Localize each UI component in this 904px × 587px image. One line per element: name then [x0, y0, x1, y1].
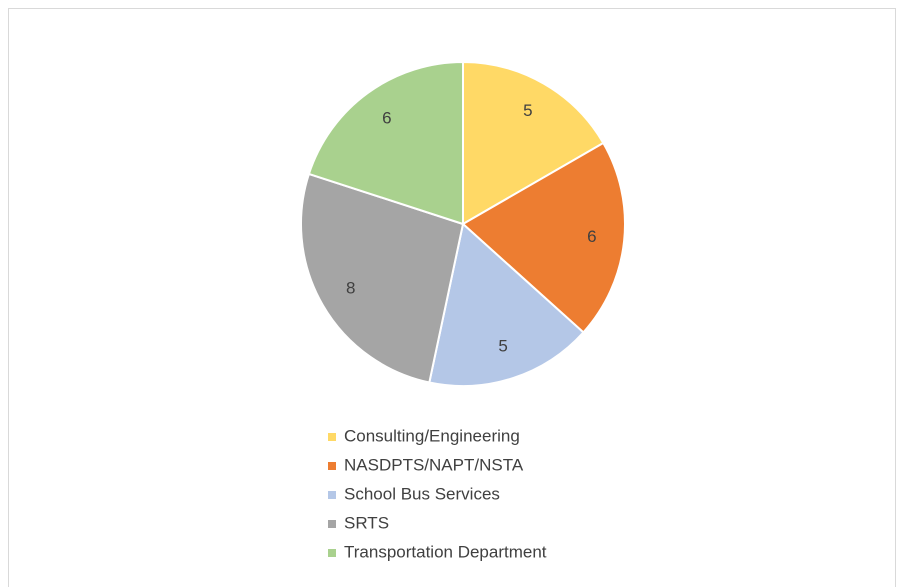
legend-swatch: [328, 433, 336, 441]
legend-label: SRTS: [344, 513, 389, 532]
legend-swatch: [328, 462, 336, 470]
legend-label: Consulting/Engineering: [344, 426, 520, 445]
data-label: 5: [523, 101, 532, 120]
pie-slice: [428, 222, 585, 387]
data-label: 8: [346, 278, 355, 297]
legend-label: School Bus Services: [344, 484, 500, 503]
data-label: 6: [587, 227, 596, 246]
legend-swatch: [328, 549, 336, 557]
pie-slice: [462, 60, 605, 226]
legend-swatch: [328, 520, 336, 528]
data-label: 6: [382, 109, 391, 128]
legend-label: NASDPTS/NAPT/NSTA: [344, 455, 524, 474]
pie-slice: [461, 141, 626, 334]
pie-slice: [307, 60, 464, 226]
data-label: 5: [498, 337, 507, 356]
pie-slice: [300, 172, 465, 384]
legend-swatch: [328, 491, 336, 499]
legend-label: Transportation Department: [344, 542, 547, 561]
